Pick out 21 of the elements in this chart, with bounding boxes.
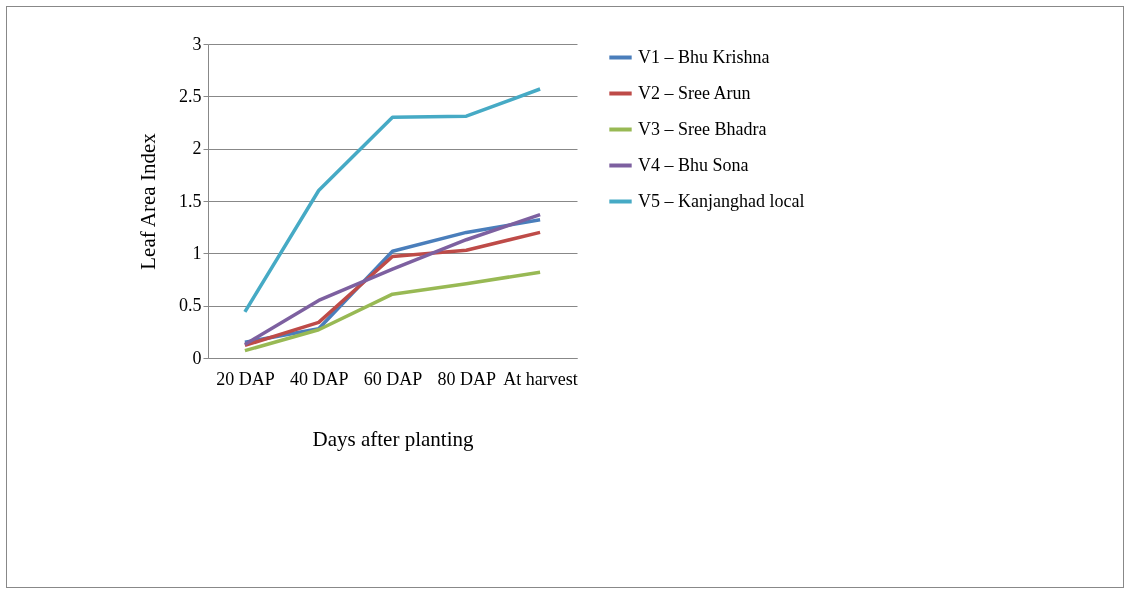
y-tick-label: 1 (192, 242, 202, 263)
y-axis-title: Leaf Area Index (136, 132, 160, 270)
line-series (243, 270, 542, 353)
legend-label: V2 – Sree Arun (638, 82, 751, 103)
y-tick-label: 1.5 (179, 190, 202, 211)
y-tick-label: 2.5 (179, 85, 202, 106)
x-tick-label: At harvest (503, 368, 578, 389)
x-tick-label: 80 DAP (437, 368, 497, 389)
y-tick-label: 2 (192, 138, 202, 159)
x-tick-label: 20 DAP (216, 368, 275, 389)
line-series (243, 87, 542, 314)
legend-label: V5 – Kanjanghad local (638, 190, 805, 211)
legend-label: V1 – Bhu Krishna (638, 46, 770, 67)
x-tick-label: 40 DAP (289, 368, 349, 389)
y-tick-label: 3 (192, 33, 202, 54)
y-tick-label: 0 (192, 347, 202, 368)
y-tick-label: 0.5 (179, 295, 202, 316)
legend-label: V4 – Bhu Sona (638, 154, 749, 175)
legend-label: V3 – Sree Bhadra (638, 118, 767, 139)
x-axis-title: Days after planting (312, 426, 474, 451)
x-tick-label: 60 DAP (363, 368, 423, 389)
